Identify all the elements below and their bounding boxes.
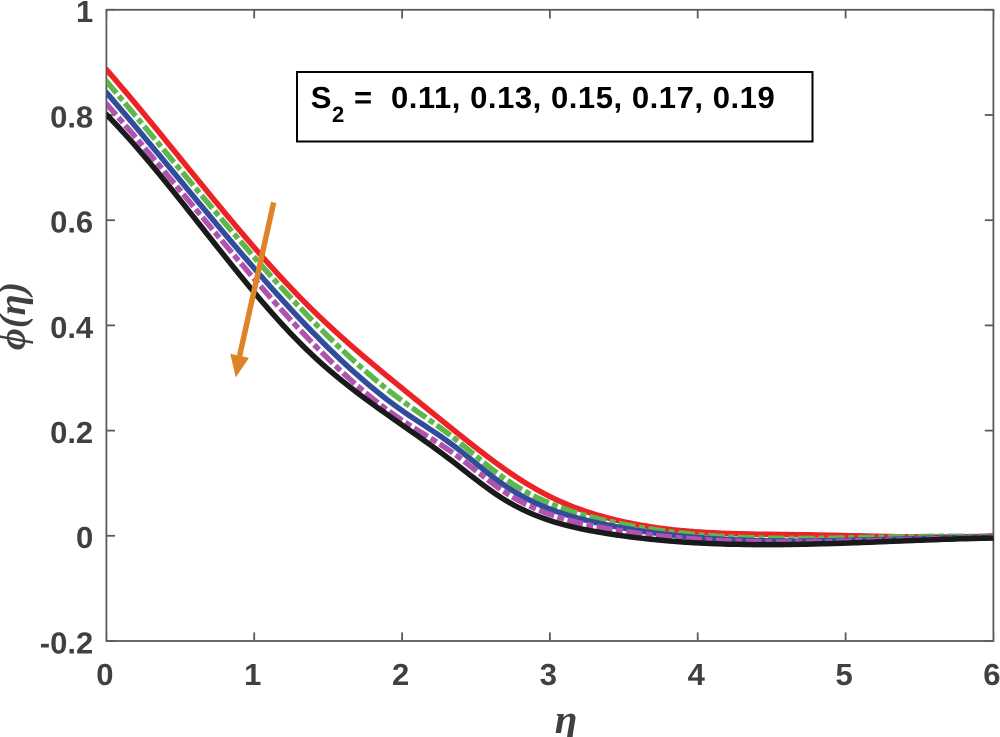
svg-text:0.4: 0.4 [50,310,94,345]
svg-text:3: 3 [540,657,557,692]
svg-text:0: 0 [76,520,93,555]
svg-text:0.2: 0.2 [50,415,93,450]
svg-text:2: 2 [392,657,409,692]
svg-text:ϕ(η): ϕ(η) [0,282,34,350]
svg-text:0.6: 0.6 [50,205,93,240]
svg-text:6: 6 [983,657,1000,692]
svg-text:-0.2: -0.2 [40,625,93,660]
svg-text:5: 5 [835,657,852,692]
svg-text:1: 1 [76,0,93,29]
svg-text:η: η [555,696,578,737]
svg-text:4: 4 [688,657,706,692]
svg-text:0: 0 [96,657,113,692]
svg-text:0.8: 0.8 [50,99,93,134]
svg-text:1: 1 [244,657,261,692]
